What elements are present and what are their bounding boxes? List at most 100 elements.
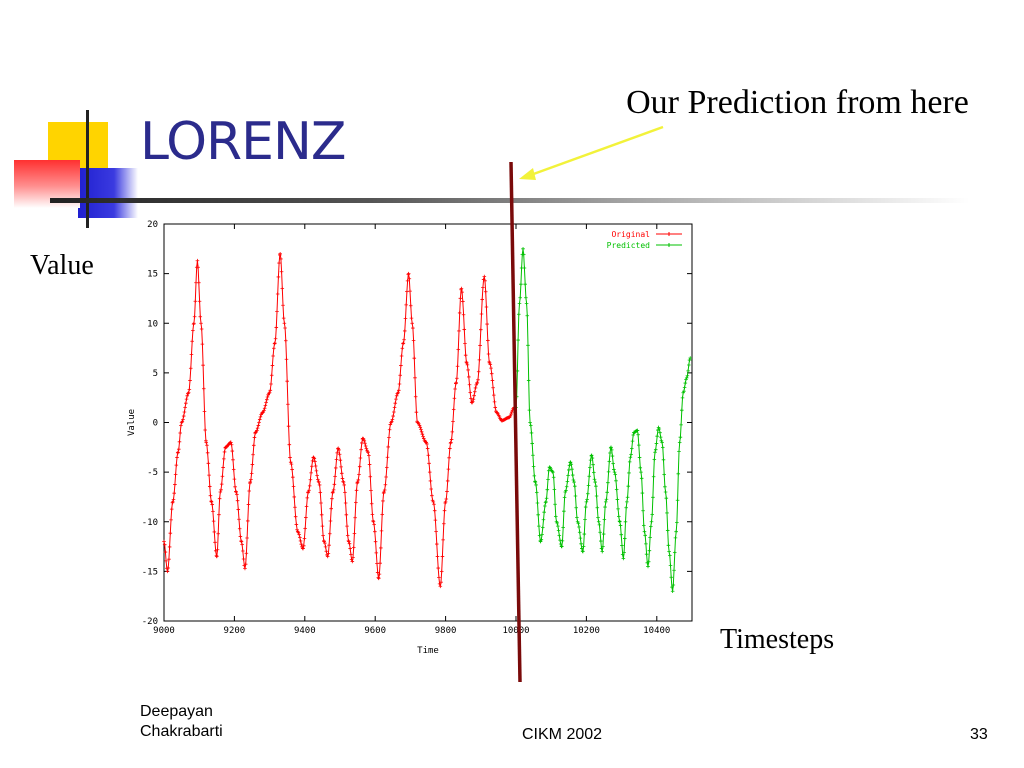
- footer-author-line1: Deepayan: [140, 703, 213, 720]
- series-original-point: [391, 414, 395, 418]
- series-original-point: [293, 514, 298, 519]
- series-predicted-point: [519, 282, 523, 286]
- series-original-point: [319, 512, 324, 517]
- series-predicted-point: [677, 449, 681, 454]
- series-original-point: [174, 463, 179, 467]
- series-predicted-point: [555, 521, 559, 525]
- series-original-point: [369, 501, 374, 506]
- series-predicted-point: [602, 517, 607, 522]
- series-original-point: [298, 535, 302, 540]
- series-predicted-point: [612, 467, 616, 472]
- series-original-point: [403, 316, 408, 321]
- series-original-point: [435, 554, 440, 559]
- series-predicted-point: [561, 525, 565, 530]
- series-predicted-point: [597, 523, 602, 527]
- series-predicted-point: [518, 295, 523, 300]
- series-original-point: [286, 424, 291, 428]
- series-original-point: [202, 409, 207, 414]
- series-original-point: [402, 329, 407, 333]
- series-original-point: [162, 542, 167, 547]
- slide-title: LORENZ: [140, 112, 347, 172]
- series-original-point: [337, 448, 341, 452]
- series-original-point: [419, 427, 423, 432]
- decor-vertical-line: [86, 110, 89, 228]
- series-original-point: [443, 500, 448, 504]
- series-original-point: [287, 442, 292, 447]
- series-predicted-point: [666, 543, 671, 548]
- series-original-point: [192, 314, 197, 319]
- series-predicted-point: [606, 480, 610, 485]
- series-predicted-point: [673, 536, 678, 540]
- series-original-point: [189, 352, 194, 357]
- footer-page-number: 33: [970, 726, 988, 743]
- footer-author: Deepayan Chakrabarti: [140, 702, 223, 742]
- series-original-point: [264, 400, 268, 405]
- series-original-point: [216, 531, 221, 536]
- series-original-point: [355, 480, 360, 484]
- series-predicted-point: [614, 487, 619, 492]
- series-original-point: [283, 326, 287, 330]
- series-original-point: [445, 489, 449, 494]
- series-predicted-point: [627, 471, 631, 475]
- y-tick-label: 0: [153, 419, 158, 429]
- series-original-point: [290, 467, 294, 472]
- series-original-point: [245, 519, 250, 523]
- series-original-point: [383, 482, 388, 487]
- series-original-point: [196, 265, 200, 270]
- series-original-point: [279, 269, 284, 274]
- series-predicted-point: [532, 474, 537, 478]
- series-original-point: [237, 526, 242, 531]
- series-original-point: [352, 531, 357, 536]
- series-original-point: [379, 546, 383, 550]
- series-original-point: [200, 342, 205, 346]
- series-original-point: [351, 545, 356, 550]
- series-predicted-point: [539, 537, 544, 542]
- series-original-point: [398, 373, 402, 378]
- series-original-point: [408, 303, 413, 308]
- series-original-point: [258, 415, 263, 419]
- series-original-point: [372, 522, 376, 527]
- series-original-point: [321, 533, 325, 538]
- timesteps-label: Timesteps: [720, 624, 835, 655]
- series-predicted-point: [536, 512, 540, 517]
- series-predicted-point: [604, 497, 609, 502]
- series-original-point: [333, 474, 337, 479]
- series-predicted-point: [674, 529, 678, 534]
- series-original-point: [250, 462, 255, 467]
- series-predicted-point: [593, 480, 597, 484]
- series-original-point: [353, 515, 357, 520]
- series-predicted-point: [640, 491, 645, 495]
- series-original-point: [465, 363, 470, 367]
- series-predicted-point: [677, 440, 682, 445]
- series-original-point: [173, 482, 177, 487]
- series-original-point: [481, 285, 485, 290]
- series-predicted-point: [577, 530, 582, 535]
- series-original-point: [304, 504, 309, 509]
- series-original-point: [386, 445, 391, 449]
- series-original-point: [279, 257, 283, 261]
- series-predicted-point: [596, 519, 601, 524]
- series-original-point: [411, 338, 416, 343]
- series-predicted-point: [524, 295, 528, 300]
- series-original-point: [230, 449, 235, 453]
- series-original-point: [420, 432, 425, 437]
- series-predicted-point: [521, 252, 526, 257]
- series-original-point: [441, 538, 445, 542]
- series-original-point: [467, 382, 472, 387]
- series-predicted-point: [534, 490, 539, 495]
- series-original-point: [380, 512, 385, 517]
- series-original-point: [273, 336, 278, 341]
- series-original-point: [483, 278, 487, 283]
- series-original-point: [392, 405, 397, 410]
- series-original-point: [171, 500, 175, 504]
- series-original-point: [185, 394, 190, 398]
- series-original-point: [455, 376, 459, 381]
- series-original-point: [428, 479, 433, 483]
- series-original-point: [425, 446, 430, 451]
- series-predicted-point: [544, 500, 548, 504]
- series-original-point: [476, 369, 481, 374]
- series-original-point: [190, 339, 194, 344]
- series-predicted-point: [528, 420, 532, 425]
- series-original-point: [235, 492, 239, 497]
